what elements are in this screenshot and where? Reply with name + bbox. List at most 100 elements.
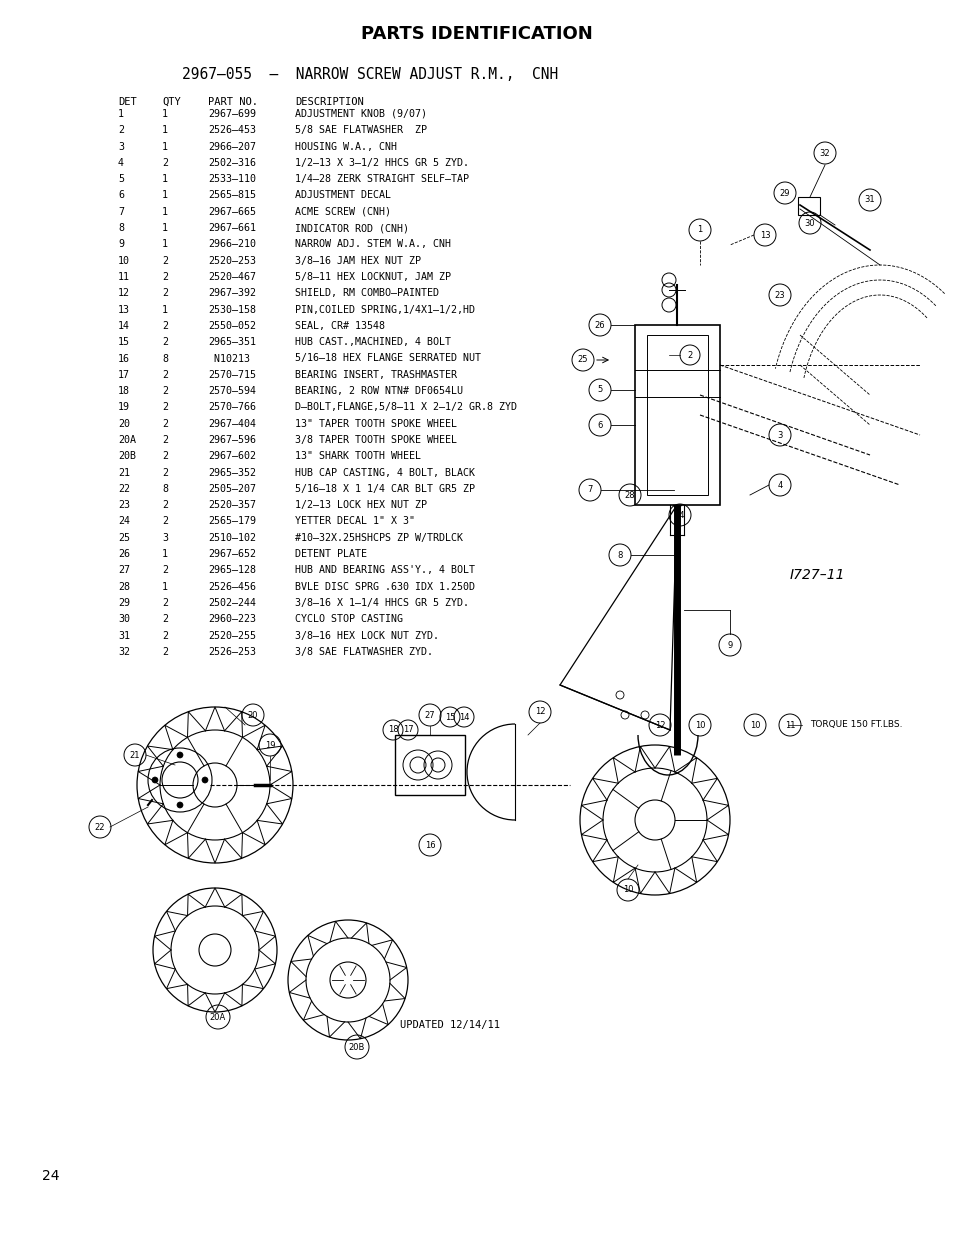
Text: 31: 31 — [118, 631, 130, 641]
Text: 2967–596: 2967–596 — [208, 435, 255, 445]
Text: 23: 23 — [118, 500, 130, 510]
Text: 2: 2 — [162, 566, 168, 576]
Text: 16: 16 — [118, 353, 130, 363]
Text: 5/8 SAE FLATWASHER  ZP: 5/8 SAE FLATWASHER ZP — [294, 125, 427, 136]
Text: 2965–128: 2965–128 — [208, 566, 255, 576]
Text: 2570–715: 2570–715 — [208, 369, 255, 380]
Text: 2526–253: 2526–253 — [208, 647, 255, 657]
Text: 8: 8 — [162, 353, 168, 363]
Text: 2: 2 — [162, 403, 168, 412]
Text: 2: 2 — [162, 256, 168, 266]
Text: DESCRIPTION: DESCRIPTION — [294, 98, 363, 107]
Text: 9: 9 — [118, 240, 124, 249]
Text: HUB AND BEARING ASS'Y., 4 BOLT: HUB AND BEARING ASS'Y., 4 BOLT — [294, 566, 475, 576]
Text: 2520–357: 2520–357 — [208, 500, 255, 510]
Text: 24: 24 — [42, 1170, 59, 1183]
Text: 2967–602: 2967–602 — [208, 451, 255, 462]
Text: 2: 2 — [118, 125, 124, 136]
Text: DET: DET — [118, 98, 136, 107]
Bar — [395, 735, 464, 795]
Text: 3: 3 — [118, 142, 124, 152]
Text: 1: 1 — [162, 550, 168, 559]
Text: 7: 7 — [118, 206, 124, 217]
Bar — [646, 335, 707, 495]
Text: HUB CAP CASTING, 4 BOLT, BLACK: HUB CAP CASTING, 4 BOLT, BLACK — [294, 468, 475, 478]
Text: 1: 1 — [162, 305, 168, 315]
Text: 1: 1 — [162, 174, 168, 184]
Text: N10213: N10213 — [208, 353, 250, 363]
Text: 20A: 20A — [118, 435, 136, 445]
Text: 2: 2 — [162, 516, 168, 526]
Text: 2: 2 — [162, 288, 168, 299]
Text: 6: 6 — [118, 190, 124, 200]
Text: 1: 1 — [697, 226, 702, 235]
Text: 2526–456: 2526–456 — [208, 582, 255, 592]
Text: PIN,COILED SPRING,1/4X1–1/2,HD: PIN,COILED SPRING,1/4X1–1/2,HD — [294, 305, 475, 315]
Text: 23: 23 — [774, 290, 784, 300]
Text: 6: 6 — [597, 420, 602, 430]
Text: 2565–815: 2565–815 — [208, 190, 255, 200]
Text: 30: 30 — [803, 219, 815, 227]
Text: 7: 7 — [587, 485, 592, 494]
Text: 2966–210: 2966–210 — [208, 240, 255, 249]
Text: 19: 19 — [265, 741, 275, 750]
Text: 13" TAPER TOOTH SPOKE WHEEL: 13" TAPER TOOTH SPOKE WHEEL — [294, 419, 456, 429]
Text: 1: 1 — [162, 240, 168, 249]
Text: 28: 28 — [118, 582, 130, 592]
Text: 24: 24 — [118, 516, 130, 526]
Text: NARROW ADJ. STEM W.A., CNH: NARROW ADJ. STEM W.A., CNH — [294, 240, 451, 249]
Text: 1: 1 — [162, 224, 168, 233]
Text: I727–11: I727–11 — [789, 568, 844, 582]
Text: 2: 2 — [162, 419, 168, 429]
Text: CYCLO STOP CASTING: CYCLO STOP CASTING — [294, 614, 402, 625]
Text: 29: 29 — [779, 189, 789, 198]
Text: 3/8–16 JAM HEX NUT ZP: 3/8–16 JAM HEX NUT ZP — [294, 256, 420, 266]
Text: #10–32X.25HSHCPS ZP W/TRDLCK: #10–32X.25HSHCPS ZP W/TRDLCK — [294, 532, 462, 543]
Text: 2530–158: 2530–158 — [208, 305, 255, 315]
Text: HUB CAST.,MACHINED, 4 BOLT: HUB CAST.,MACHINED, 4 BOLT — [294, 337, 451, 347]
Text: 2520–255: 2520–255 — [208, 631, 255, 641]
Text: 1: 1 — [162, 142, 168, 152]
Text: 9: 9 — [726, 641, 732, 650]
Text: 12: 12 — [654, 720, 664, 730]
Text: ADJUSTMENT DECAL: ADJUSTMENT DECAL — [294, 190, 391, 200]
Text: 2526–453: 2526–453 — [208, 125, 255, 136]
Text: 3/8 TAPER TOOTH SPOKE WHEEL: 3/8 TAPER TOOTH SPOKE WHEEL — [294, 435, 456, 445]
Text: 2570–766: 2570–766 — [208, 403, 255, 412]
Text: 20: 20 — [118, 419, 130, 429]
Text: 27: 27 — [424, 710, 435, 720]
Text: 2: 2 — [162, 321, 168, 331]
Text: 2: 2 — [162, 337, 168, 347]
Text: YETTER DECAL 1" X 3": YETTER DECAL 1" X 3" — [294, 516, 415, 526]
Text: 2: 2 — [162, 387, 168, 396]
Text: 3: 3 — [162, 532, 168, 543]
Text: 2967–665: 2967–665 — [208, 206, 255, 217]
Text: 2: 2 — [162, 158, 168, 168]
Text: 2: 2 — [162, 435, 168, 445]
Text: 2967–392: 2967–392 — [208, 288, 255, 299]
Text: ADJUSTMENT KNOB (9/07): ADJUSTMENT KNOB (9/07) — [294, 109, 427, 119]
Text: 18: 18 — [387, 725, 398, 735]
Text: 13" SHARK TOOTH WHEEL: 13" SHARK TOOTH WHEEL — [294, 451, 420, 462]
Text: 1: 1 — [118, 109, 124, 119]
Text: 2965–351: 2965–351 — [208, 337, 255, 347]
Text: 2: 2 — [162, 614, 168, 625]
Text: 13: 13 — [759, 231, 769, 240]
Text: 2565–179: 2565–179 — [208, 516, 255, 526]
Text: 2967–699: 2967–699 — [208, 109, 255, 119]
Text: 32: 32 — [819, 148, 829, 158]
Text: 25: 25 — [578, 356, 588, 364]
Text: 20A: 20A — [210, 1013, 226, 1021]
Text: 32: 32 — [118, 647, 130, 657]
Text: 16: 16 — [424, 841, 435, 850]
Text: 2533–110: 2533–110 — [208, 174, 255, 184]
Text: 2: 2 — [162, 647, 168, 657]
Text: UPDATED 12/14/11: UPDATED 12/14/11 — [399, 1020, 499, 1030]
Text: 1: 1 — [162, 206, 168, 217]
Text: 31: 31 — [863, 195, 875, 205]
Text: 24: 24 — [674, 510, 684, 520]
Text: 12: 12 — [535, 708, 545, 716]
Text: 13: 13 — [118, 305, 130, 315]
Text: 1/4–28 ZERK STRAIGHT SELF–TAP: 1/4–28 ZERK STRAIGHT SELF–TAP — [294, 174, 469, 184]
Text: PARTS IDENTIFICATION: PARTS IDENTIFICATION — [361, 25, 592, 43]
